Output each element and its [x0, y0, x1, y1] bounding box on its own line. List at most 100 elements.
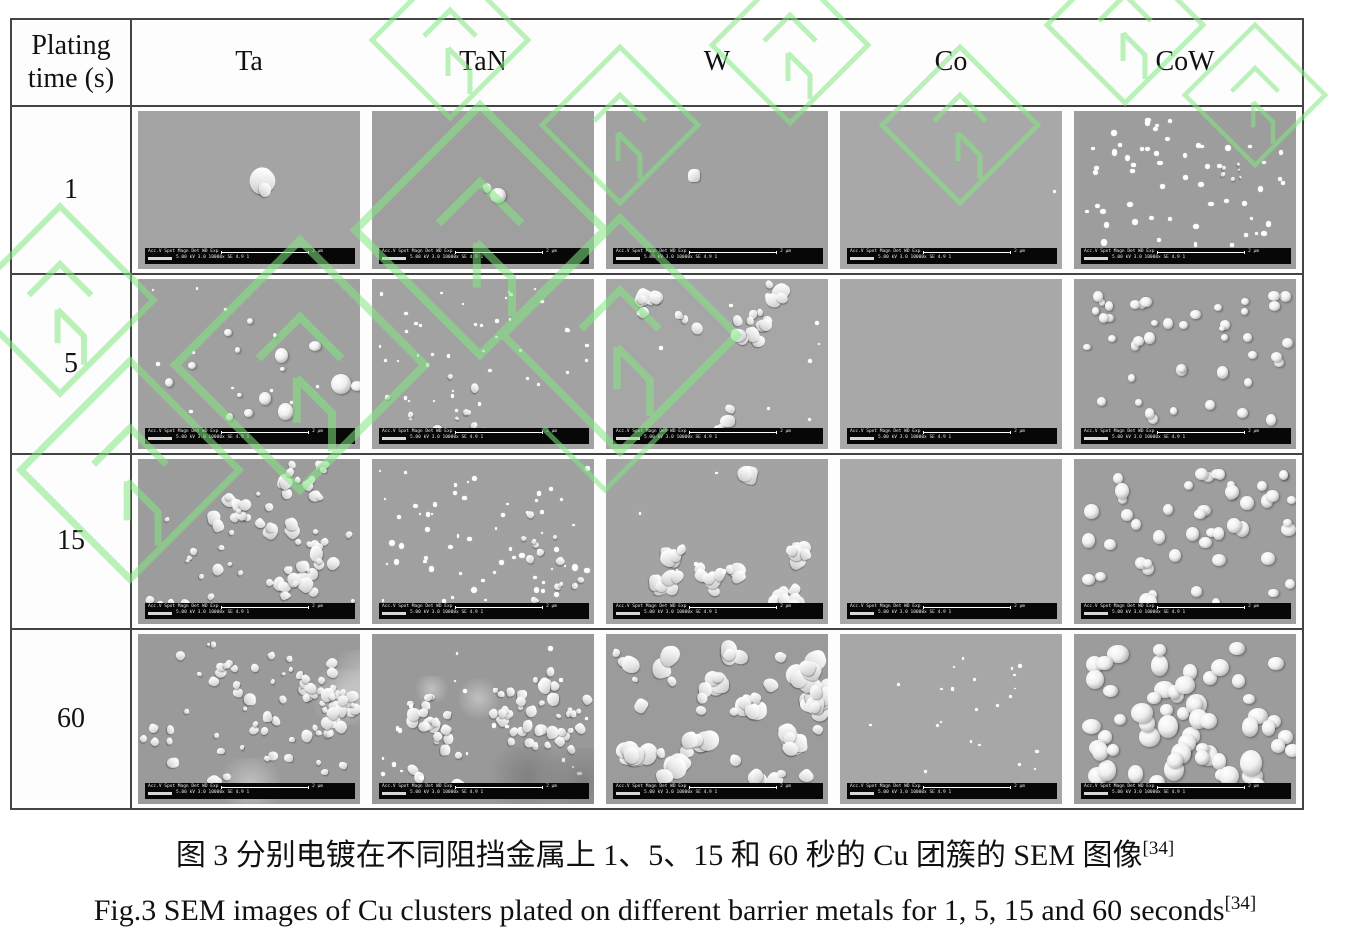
cu-cluster: [504, 296, 507, 299]
cu-cluster: [585, 359, 588, 363]
cu-cluster: [1257, 480, 1267, 492]
cu-cluster: [547, 646, 553, 651]
cu-cluster: [1198, 536, 1213, 549]
cu-cluster: [1241, 717, 1259, 737]
cu-cluster: [939, 721, 943, 724]
cu-cluster: [1157, 160, 1163, 165]
cu-cluster: [1114, 482, 1130, 499]
sem-cell-cow-5s: Acc.V Spot Magn Det WD Exp 2 µm 5.00 kV 3.…: [1068, 273, 1302, 453]
cu-cluster: [384, 394, 391, 401]
cu-cluster: [471, 475, 477, 481]
cu-cluster: [453, 750, 464, 761]
databar-values: 5.00 kV 3.0 10000x SE 4.9 1: [878, 610, 952, 615]
cu-cluster: [1113, 473, 1124, 485]
cu-cluster: [972, 677, 977, 682]
cu-cluster: [729, 303, 734, 308]
cu-cluster: [766, 406, 771, 410]
cu-cluster: [311, 527, 319, 535]
magnification-bar: [1084, 791, 1108, 795]
scale-bar: [455, 430, 544, 434]
cu-cluster: [488, 369, 492, 373]
cu-cluster: [1150, 320, 1159, 327]
column-header-cow: CoW: [1155, 46, 1215, 78]
cu-cluster: [1167, 752, 1184, 768]
sem-databar: Acc.V Spot Magn Det WD Exp 2 µm 5.00 kV 3.…: [613, 603, 823, 619]
cu-cluster: [537, 548, 545, 557]
cu-cluster: [1278, 150, 1284, 156]
cu-cluster: [471, 587, 477, 594]
cu-cluster: [1248, 351, 1257, 360]
magnification-bar: [616, 611, 640, 615]
cu-cluster: [385, 562, 388, 565]
cu-cluster: [552, 533, 558, 540]
cu-cluster: [1082, 533, 1096, 549]
cu-cluster: [576, 576, 585, 585]
scale-label: 2 µm: [1014, 249, 1025, 254]
cu-cluster: [525, 376, 529, 381]
cu-cluster: [631, 676, 639, 683]
cu-cluster: [1131, 518, 1141, 530]
scale-label: 2 µm: [1248, 604, 1259, 609]
cu-cluster: [258, 391, 271, 405]
cu-cluster: [379, 292, 383, 296]
cu-cluster: [612, 648, 621, 658]
cu-cluster: [1097, 760, 1117, 781]
cu-cluster: [381, 757, 385, 761]
sem-cell-tan-5s: Acc.V Spot Magn Det WD Exp 2 µm 5.00 kV 3.…: [366, 273, 600, 453]
cu-cluster: [694, 562, 699, 567]
cu-cluster: [534, 586, 540, 593]
cu-cluster: [564, 564, 567, 567]
cu-cluster: [331, 374, 352, 394]
cu-cluster: [210, 561, 226, 578]
cu-cluster: [482, 349, 485, 352]
scale-bar: [923, 430, 1012, 434]
cu-cluster: [506, 736, 515, 746]
sem-cell-ta-1s: Acc.V Spot Magn Det WD Exp 2 µm 5.00 kV 3.…: [132, 105, 366, 273]
cu-cluster: [761, 675, 781, 694]
cu-cluster: [462, 496, 467, 500]
scale-label: 2 µm: [1014, 784, 1025, 789]
databar-values: 5.00 kV 3.0 10000x SE 4.9 1: [176, 255, 250, 260]
sem-cell-cow-15s: Acc.V Spot Magn Det WD Exp 2 µm 5.00 kV 3.…: [1068, 453, 1302, 628]
magnification-bar: [616, 256, 640, 260]
cu-cluster: [1081, 574, 1095, 586]
cu-cluster: [446, 372, 454, 380]
sem-image-cow-5s: Acc.V Spot Magn Det WD Exp 2 µm 5.00 kV 3.…: [1074, 279, 1296, 449]
databar-values: 5.00 kV 3.0 10000x SE 4.9 1: [410, 435, 484, 440]
cu-cluster: [1240, 308, 1249, 315]
databar-labels: Acc.V Spot Magn Det WD Exp: [148, 604, 219, 609]
cu-cluster: [419, 775, 425, 781]
sem-image-tan-15s: Acc.V Spot Magn Det WD Exp 2 µm 5.00 kV 3.…: [372, 459, 594, 624]
cu-cluster: [1279, 290, 1292, 302]
cu-cluster: [1266, 490, 1279, 502]
cu-cluster: [290, 400, 294, 405]
cu-cluster: [351, 381, 360, 391]
cu-cluster: [638, 511, 642, 515]
cu-cluster: [537, 699, 546, 707]
cu-cluster: [579, 692, 594, 707]
scale-bar: [1157, 605, 1246, 609]
cu-cluster: [1214, 304, 1223, 312]
databar-labels: Acc.V Spot Magn Det WD Exp: [616, 784, 687, 789]
scale-bar: [221, 430, 310, 434]
cu-cluster: [978, 743, 981, 746]
cu-cluster: [659, 345, 663, 350]
sem-databar: Acc.V Spot Magn Det WD Exp 2 µm 5.00 kV 3.…: [847, 248, 1057, 264]
cu-cluster: [441, 598, 447, 604]
cu-cluster: [165, 377, 174, 388]
sem-cell-ta-5s: Acc.V Spot Magn Det WD Exp 2 µm 5.00 kV 3.…: [132, 273, 366, 453]
cu-cluster: [571, 582, 579, 590]
magnification-bar: [148, 436, 172, 440]
cu-cluster: [1095, 571, 1107, 582]
sem-image-w-60s: Acc.V Spot Magn Det WD Exp 2 µm 5.00 kV 3.…: [606, 634, 828, 804]
cu-cluster: [1018, 762, 1022, 766]
cu-cluster: [237, 570, 244, 576]
cu-cluster: [461, 302, 464, 305]
cu-cluster: [1230, 243, 1234, 247]
cu-cluster: [1195, 742, 1210, 755]
cu-cluster: [1211, 659, 1230, 677]
cu-cluster: [537, 382, 540, 386]
cu-cluster: [1221, 165, 1227, 171]
magnification-bar: [148, 611, 172, 615]
cu-cluster: [417, 706, 429, 718]
